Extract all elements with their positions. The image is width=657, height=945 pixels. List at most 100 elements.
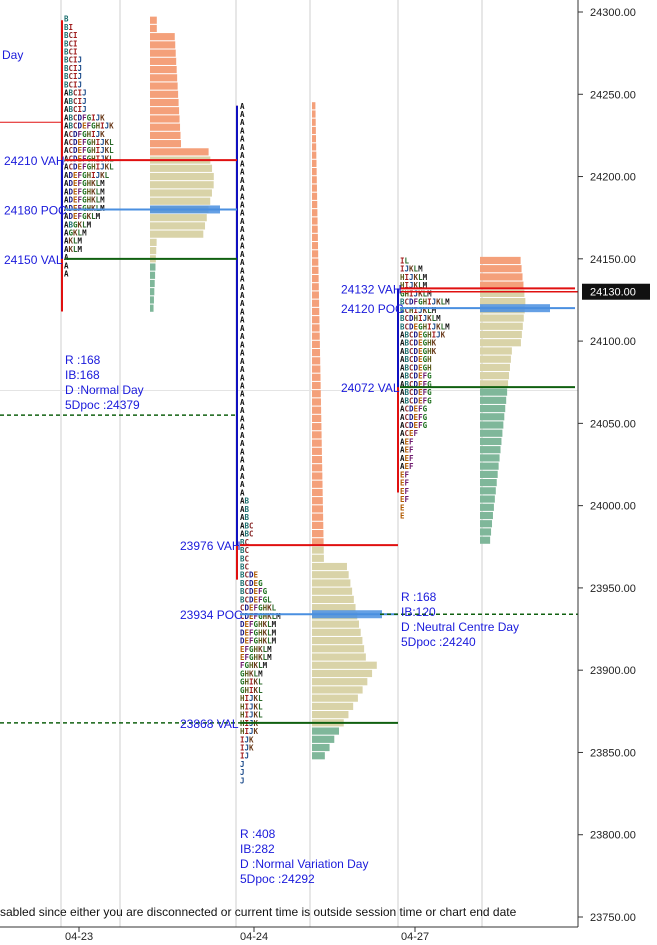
profile-0424-tpo-row: A	[240, 472, 245, 481]
profile-0424-tpo-row: AB	[240, 505, 250, 514]
tpo-letter: B	[405, 388, 410, 397]
tpo-letter: A	[240, 340, 245, 349]
profile-0427-tpo-row: IJKLM	[400, 265, 423, 274]
tpo-letter: F	[409, 437, 414, 446]
tpo-letter: G	[82, 179, 87, 188]
tpo-letter: A	[240, 176, 245, 185]
profile-0424-tpo-row: ABC	[240, 521, 254, 530]
tpo-letter: C	[240, 612, 245, 621]
tpo-letter: I	[73, 64, 78, 73]
profile-0423-bar	[150, 41, 176, 49]
profile-0427-bar	[480, 413, 505, 421]
profile-0424-bar	[312, 414, 322, 423]
tpo-letter: A	[64, 97, 69, 106]
tpo-letter: F	[249, 628, 254, 637]
tpo-letter: J	[249, 694, 254, 703]
profile-0427-bar	[480, 446, 501, 454]
tpo-letter: E	[405, 446, 410, 455]
profile-0424-bar	[312, 110, 316, 118]
tpo-letter: J	[96, 171, 101, 180]
profile-0423-bar	[150, 24, 157, 33]
profile-0427-tpo-row: EF	[400, 479, 410, 488]
tpo-letter: B	[240, 563, 245, 572]
profile-0423-tpo-row: ABGKLM	[64, 220, 92, 229]
profile-0424-bar	[312, 455, 323, 464]
profile-0427-bar	[480, 503, 494, 511]
price-tick-label: 24050.00	[590, 418, 636, 430]
tpo-letter: H	[91, 154, 96, 163]
tpo-letter: A	[240, 332, 245, 341]
tpo-letter: F	[405, 470, 410, 479]
tpo-letter: M	[427, 289, 432, 298]
tpo-letter: M	[267, 645, 272, 654]
profile-0424-tpo-row: A	[240, 250, 245, 259]
tpo-letter: D	[78, 113, 83, 122]
profile-0424-tpo-row: BCDE	[240, 571, 259, 580]
profile-0424-tpo-row: A	[240, 159, 245, 168]
profile-0423-bar	[150, 214, 207, 222]
tpo-letter: K	[249, 744, 254, 753]
profile-0424-bar	[312, 735, 335, 743]
tpo-letter: B	[405, 396, 410, 405]
tpo-letter: E	[414, 322, 419, 331]
profile-0424-bar	[312, 135, 317, 143]
profile-0423-bar	[150, 148, 209, 156]
tpo-letter: B	[64, 47, 69, 56]
price-tick-label: 23800.00	[590, 830, 636, 842]
tpo-letter: D	[69, 187, 74, 196]
tpo-letter: E	[249, 612, 254, 621]
profile-0424-tpo-row: A	[240, 168, 245, 177]
profile-0424-bar	[312, 727, 340, 735]
tpo-letter: G	[418, 298, 423, 307]
tpo-letter: K	[254, 661, 259, 670]
tpo-letter: K	[254, 727, 259, 736]
profile-0424-tpo-row: BC	[240, 546, 249, 555]
tpo-letter: B	[405, 347, 410, 356]
profile-0424-tpo-row: A	[240, 217, 245, 226]
tpo-letter: E	[240, 653, 245, 662]
tpo-letter: E	[82, 122, 87, 131]
profile-04-23-stat-line: IB:168	[65, 368, 100, 382]
tpo-letter: L	[258, 661, 263, 670]
current-price-label: 24130.00	[590, 287, 636, 299]
tpo-letter: J	[245, 752, 250, 761]
profile-0424-tpo-row: DEFGHKLM	[240, 637, 277, 646]
tpo-letter: F	[409, 462, 414, 471]
tpo-letter: L	[414, 265, 419, 274]
tpo-letter: B	[69, 220, 74, 229]
profile-0424-tpo-row: EFGHKLM	[240, 645, 272, 654]
profile-0424-bar	[312, 233, 318, 242]
profile-0424-bar	[312, 743, 330, 752]
profile-0423-tpo-row: BCIJ	[64, 80, 82, 89]
tpo-letter: M	[423, 273, 428, 282]
profile-0427-bar	[480, 454, 500, 462]
profile-0423-tpo-row: ADEFGHKLM	[64, 196, 105, 205]
profile-0427-bar	[480, 421, 504, 429]
profile-0423-tpo-row: A	[64, 270, 69, 279]
tpo-letter: B	[405, 363, 410, 372]
tpo-letter: J	[245, 735, 250, 744]
profile-0427-bar	[480, 495, 495, 503]
profile-0424-bar	[312, 678, 368, 686]
tpo-letter: G	[87, 113, 92, 122]
profile-0427-bar	[480, 322, 523, 330]
tpo-letter: H	[240, 727, 245, 736]
time-tick-label: 04-23	[65, 931, 93, 943]
profile-0423-vah-label: 24210 VAH	[4, 154, 65, 168]
tpo-letter: H	[87, 130, 92, 139]
prior-day-label: Day	[2, 48, 23, 62]
tpo-letter: A	[240, 233, 245, 242]
tpo-letter: K	[105, 163, 110, 172]
tpo-letter: A	[400, 421, 405, 430]
tpo-letter: M	[78, 245, 83, 254]
tpo-letter: A	[240, 151, 245, 160]
tpo-letter: E	[418, 355, 423, 364]
tpo-letter: I	[432, 331, 437, 340]
tpo-letter: K	[109, 122, 114, 131]
tpo-letter: L	[418, 281, 423, 290]
tpo-letter: G	[249, 645, 254, 654]
profile-0423-bar	[150, 164, 213, 172]
profile-0427-bar	[480, 289, 525, 297]
tpo-letter: C	[405, 322, 410, 331]
profile-0424-tpo-row: A	[240, 201, 245, 210]
